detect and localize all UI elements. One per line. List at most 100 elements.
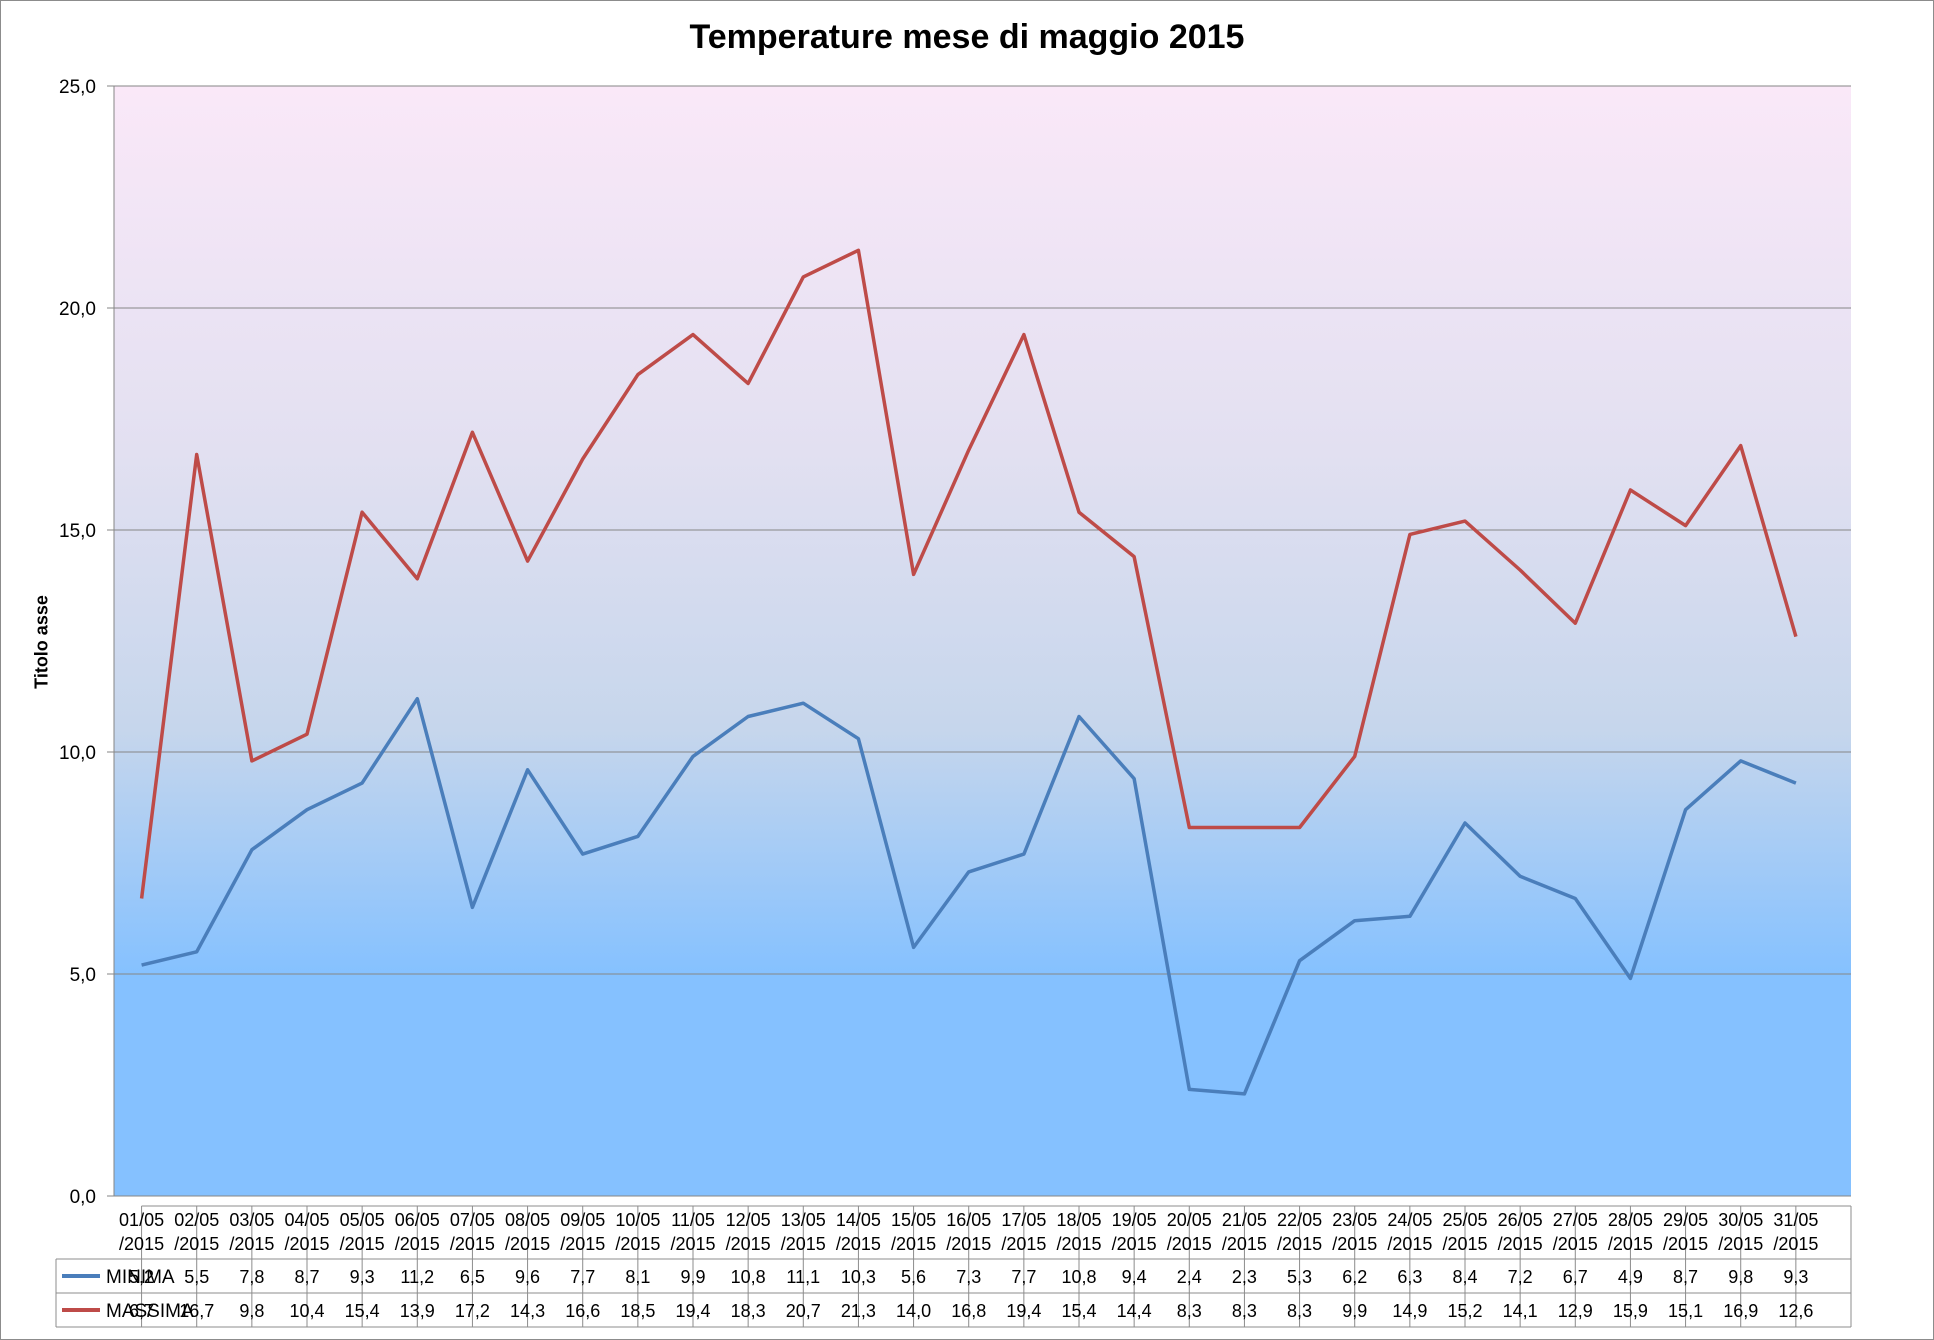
data-label: 8,3 [1287,1301,1312,1321]
data-label: 9,3 [1783,1267,1808,1287]
data-label: 2,4 [1177,1267,1202,1287]
data-label: 6,7 [1563,1267,1588,1287]
x-tick-label: /2015 [1222,1234,1267,1254]
data-label: 8,4 [1452,1267,1477,1287]
x-tick-label: /2015 [395,1234,440,1254]
data-label: 9,8 [1728,1267,1753,1287]
x-tick-label: /2015 [284,1234,329,1254]
x-tick-label: 14/05 [836,1210,881,1230]
x-tick-label: /2015 [560,1234,605,1254]
data-label: 5,2 [129,1267,154,1287]
data-label: 14,4 [1117,1301,1152,1321]
x-tick-label: 28/05 [1608,1210,1653,1230]
data-label: 9,9 [680,1267,705,1287]
x-tick-label: /2015 [891,1234,936,1254]
x-tick-label: /2015 [1773,1234,1818,1254]
x-tick-label: /2015 [340,1234,385,1254]
data-label: 5,3 [1287,1267,1312,1287]
x-tick-label: 21/05 [1222,1210,1267,1230]
x-tick-label: /2015 [1663,1234,1708,1254]
x-tick-label: /2015 [1498,1234,1543,1254]
data-label: 6,7 [129,1301,154,1321]
x-tick-label: /2015 [1553,1234,1598,1254]
data-label: 5,5 [184,1267,209,1287]
x-tick-label: /2015 [781,1234,826,1254]
data-label: 9,4 [1122,1267,1147,1287]
data-label: 19,4 [1006,1301,1041,1321]
x-tick-label: 25/05 [1442,1210,1487,1230]
y-tick-label: 0,0 [70,1187,96,1208]
data-label: 16,7 [179,1301,214,1321]
x-tick-label: /2015 [670,1234,715,1254]
data-label: 15,9 [1613,1301,1648,1321]
x-tick-label: /2015 [174,1234,219,1254]
data-label: 16,8 [951,1301,986,1321]
x-tick-label: 15/05 [891,1210,936,1230]
data-label: 7,7 [570,1267,595,1287]
x-tick-label: 22/05 [1277,1210,1322,1230]
data-label: 8,7 [294,1267,319,1287]
data-label: 11,1 [786,1267,820,1287]
x-tick-label: 02/05 [174,1210,219,1230]
x-tick-label: /2015 [119,1234,164,1254]
data-label: 17,2 [455,1301,490,1321]
data-label: 11,2 [400,1267,434,1287]
data-label: 12,9 [1558,1301,1593,1321]
x-tick-label: /2015 [1001,1234,1046,1254]
plot-area [114,86,1851,1196]
x-tick-label: 07/05 [450,1210,495,1230]
x-tick-label: /2015 [1056,1234,1101,1254]
x-tick-label: 10/05 [615,1210,660,1230]
x-tick-label: 04/05 [284,1210,329,1230]
y-tick-label: 25,0 [59,77,96,98]
data-label: 15,4 [345,1301,380,1321]
data-label: 15,1 [1668,1301,1703,1321]
x-tick-label: /2015 [505,1234,550,1254]
data-label: 14,1 [1503,1301,1538,1321]
data-label: 12,6 [1778,1301,1813,1321]
data-label: 8,7 [1673,1267,1698,1287]
x-tick-label: 13/05 [781,1210,826,1230]
x-tick-label: /2015 [1608,1234,1653,1254]
x-tick-label: 26/05 [1498,1210,1543,1230]
x-tick-label: /2015 [1718,1234,1763,1254]
x-tick-label: /2015 [836,1234,881,1254]
x-tick-label: /2015 [450,1234,495,1254]
data-label: 10,3 [841,1267,876,1287]
x-tick-label: /2015 [229,1234,274,1254]
x-tick-label: 30/05 [1718,1210,1763,1230]
x-tick-label: 09/05 [560,1210,605,1230]
data-label: 7,2 [1508,1267,1533,1287]
x-tick-label: 12/05 [726,1210,771,1230]
data-label: 14,9 [1392,1301,1427,1321]
x-tick-label: 29/05 [1663,1210,1708,1230]
y-tick-label: 10,0 [59,743,96,764]
x-tick-label: 23/05 [1332,1210,1377,1230]
legend-label: MINIMA [106,1267,175,1288]
data-label: 6,2 [1342,1267,1367,1287]
data-label: 8,3 [1177,1301,1202,1321]
x-tick-label: 18/05 [1056,1210,1101,1230]
data-label: 5,6 [901,1267,926,1287]
data-label: 9,8 [239,1301,264,1321]
x-tick-label: 05/05 [340,1210,385,1230]
x-tick-label: 06/05 [395,1210,440,1230]
data-label: 14,0 [896,1301,931,1321]
data-label: 9,9 [1342,1301,1367,1321]
data-label: 6,5 [460,1267,485,1287]
x-tick-label: 16/05 [946,1210,991,1230]
x-tick-label: 27/05 [1553,1210,1598,1230]
legend-label: MASSIMA [106,1301,194,1322]
y-tick-label: 5,0 [70,965,96,986]
data-label: 21,3 [841,1301,876,1321]
x-tick-label: 01/05 [119,1210,164,1230]
data-label: 13,9 [400,1301,435,1321]
data-label: 4,9 [1618,1267,1643,1287]
data-label: 6,3 [1397,1267,1422,1287]
x-tick-label: 19/05 [1112,1210,1157,1230]
x-tick-label: 20/05 [1167,1210,1212,1230]
x-tick-label: /2015 [615,1234,660,1254]
data-label: 9,3 [350,1267,375,1287]
y-tick-label: 20,0 [59,299,96,320]
data-label: 10,8 [731,1267,766,1287]
